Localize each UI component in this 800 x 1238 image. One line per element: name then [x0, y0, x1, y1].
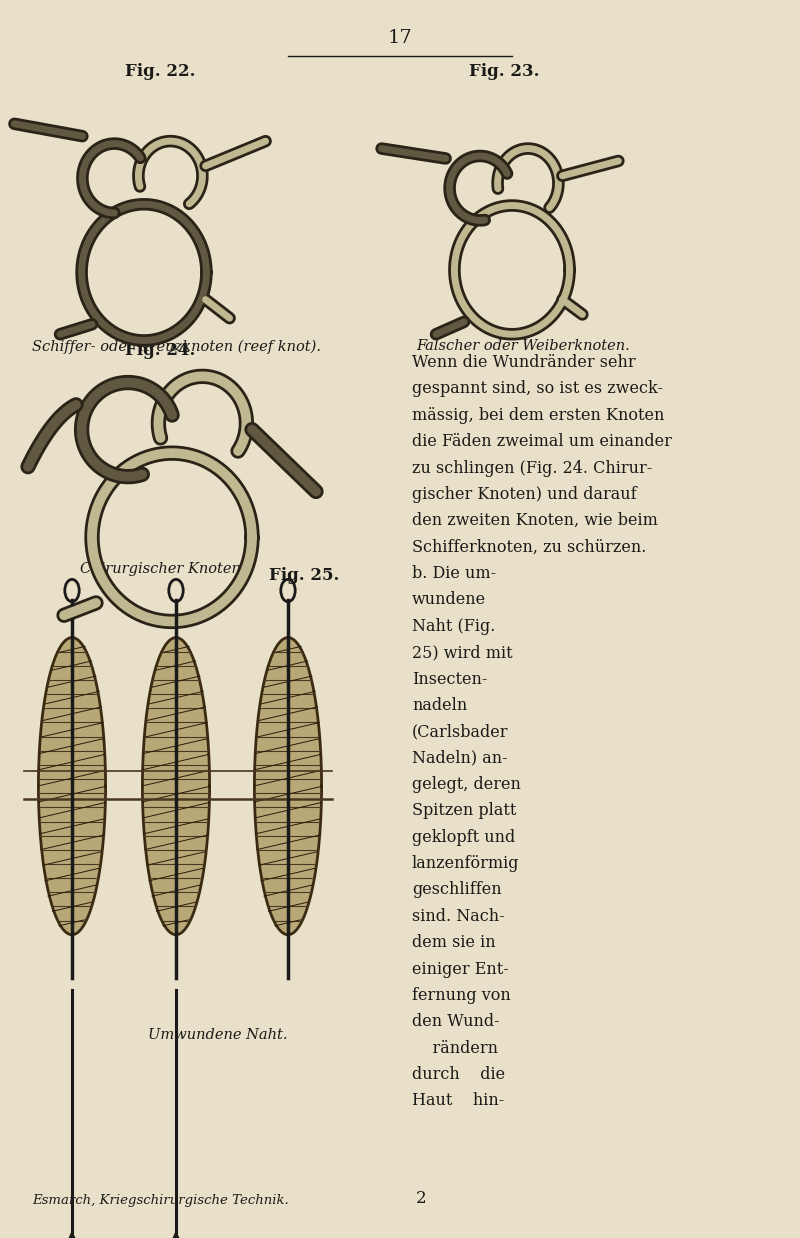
Text: Naht (Fig.: Naht (Fig. — [412, 618, 495, 635]
Text: den Wund-: den Wund- — [412, 1013, 500, 1030]
Text: wundene: wundene — [412, 592, 486, 608]
Text: mässig, bei dem ersten Knoten: mässig, bei dem ersten Knoten — [412, 407, 664, 423]
Polygon shape — [142, 638, 210, 935]
Polygon shape — [168, 1232, 184, 1238]
Polygon shape — [38, 638, 106, 935]
Text: gespannt sind, so ist es zweck-: gespannt sind, so ist es zweck- — [412, 380, 663, 397]
Text: rändern: rändern — [412, 1040, 498, 1057]
Text: die Fäden zweimal um einander: die Fäden zweimal um einander — [412, 433, 672, 451]
Text: sind. Nach-: sind. Nach- — [412, 907, 505, 925]
Text: Chirurgischer Knoten.: Chirurgischer Knoten. — [80, 562, 246, 576]
Text: fernung von: fernung von — [412, 987, 510, 1004]
Text: Fig. 24.: Fig. 24. — [125, 342, 195, 359]
Text: Schiffer- oder Kreuzknoten (reef knot).: Schiffer- oder Kreuzknoten (reef knot). — [32, 339, 321, 354]
Text: Fig. 22.: Fig. 22. — [125, 63, 195, 80]
Text: Esmarch, Kriegschirurgische Technik.: Esmarch, Kriegschirurgische Technik. — [32, 1193, 289, 1207]
Text: 2: 2 — [416, 1190, 426, 1207]
Text: Schifferknoten, zu schürzen.: Schifferknoten, zu schürzen. — [412, 539, 646, 556]
Text: lanzenförmig: lanzenförmig — [412, 855, 519, 872]
Text: zu schlingen (Fig. 24. Chirur-: zu schlingen (Fig. 24. Chirur- — [412, 459, 652, 477]
Text: Fig. 23.: Fig. 23. — [469, 63, 539, 80]
Text: Wenn die Wundränder sehr: Wenn die Wundränder sehr — [412, 354, 636, 371]
Text: 17: 17 — [388, 28, 412, 47]
Text: (Carlsbader: (Carlsbader — [412, 723, 509, 740]
Text: geschliffen: geschliffen — [412, 881, 502, 899]
Text: dem sie in: dem sie in — [412, 935, 496, 951]
Text: 25) wird mit: 25) wird mit — [412, 644, 513, 661]
Text: durch    die: durch die — [412, 1066, 505, 1083]
Text: Fig. 25.: Fig. 25. — [269, 567, 339, 584]
Polygon shape — [64, 1232, 80, 1238]
Text: Nadeln) an-: Nadeln) an- — [412, 750, 508, 766]
Text: Spitzen platt: Spitzen platt — [412, 802, 516, 820]
Text: gelegt, deren: gelegt, deren — [412, 776, 521, 794]
Text: den zweiten Knoten, wie beim: den zweiten Knoten, wie beim — [412, 513, 658, 530]
Polygon shape — [254, 638, 322, 935]
Text: Haut    hin-: Haut hin- — [412, 1092, 504, 1109]
Text: b. Die um-: b. Die um- — [412, 565, 496, 582]
Text: einiger Ent-: einiger Ent- — [412, 961, 509, 978]
Text: nadeln: nadeln — [412, 697, 467, 714]
Text: Umwundene Naht.: Umwundene Naht. — [148, 1028, 287, 1041]
Text: Falscher oder Weiberknoten.: Falscher oder Weiberknoten. — [416, 339, 630, 353]
Text: gischer Knoten) und darauf: gischer Knoten) und darauf — [412, 487, 637, 503]
Text: Insecten-: Insecten- — [412, 671, 487, 687]
Text: geklopft und: geklopft und — [412, 828, 515, 846]
